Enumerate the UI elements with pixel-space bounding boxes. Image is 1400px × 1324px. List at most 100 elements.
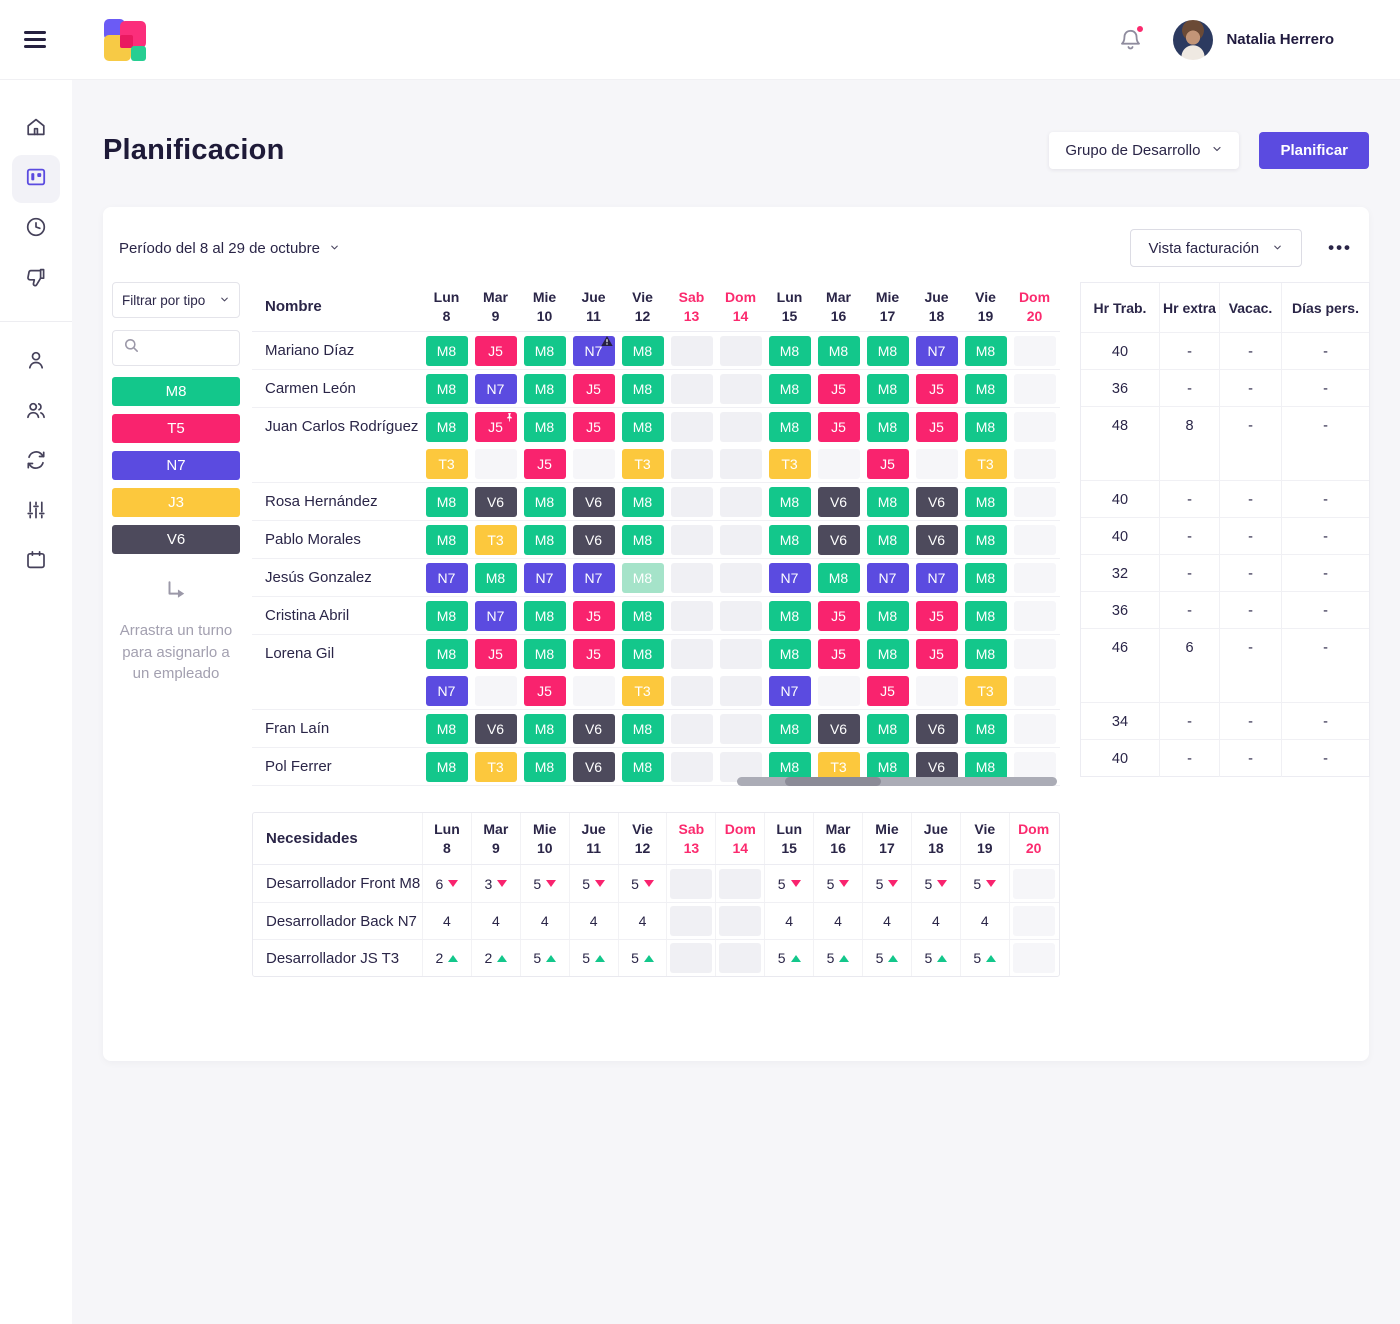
- shift-chip-V6[interactable]: V6: [474, 713, 517, 744]
- shift-chip-J5[interactable]: J5: [915, 638, 958, 669]
- shift-chip-J5[interactable]: J5: [523, 448, 566, 479]
- shift-chip-N7[interactable]: N7: [572, 335, 615, 366]
- shift-chip-M8[interactable]: M8: [768, 751, 811, 782]
- shift-chip-M8[interactable]: M8: [621, 335, 664, 366]
- shift-chip-M8[interactable]: M8: [817, 335, 860, 366]
- shift-chip-J5[interactable]: J5: [474, 638, 517, 669]
- shift-chip-J5[interactable]: J5: [817, 638, 860, 669]
- sidebar-item-settings[interactable]: [12, 488, 60, 536]
- sidebar-item-employee[interactable]: [12, 338, 60, 386]
- sidebar-item-absences[interactable]: [12, 255, 60, 303]
- shift-chip-M8[interactable]: M8: [621, 411, 664, 442]
- sidebar-item-time[interactable]: [12, 205, 60, 253]
- shift-chip-M8[interactable]: M8: [768, 373, 811, 404]
- shift-chip-V6[interactable]: V6: [817, 713, 860, 744]
- more-menu-icon[interactable]: •••: [1328, 238, 1352, 257]
- shift-chip-T3[interactable]: T3: [964, 675, 1007, 706]
- shift-chip-T3[interactable]: T3: [474, 524, 517, 555]
- shift-chip-M8[interactable]: M8: [866, 411, 909, 442]
- shift-chip-N7[interactable]: N7: [768, 562, 811, 593]
- shift-chip-M8[interactable]: M8: [621, 562, 664, 593]
- shift-chip-V6[interactable]: V6: [817, 524, 860, 555]
- shift-chip-J5[interactable]: J5: [572, 373, 615, 404]
- shift-chip-J5[interactable]: J5: [572, 638, 615, 669]
- shift-chip-V6[interactable]: V6: [915, 751, 958, 782]
- shift-chip-M8[interactable]: M8: [964, 524, 1007, 555]
- shift-chip-J5[interactable]: J5: [572, 600, 615, 631]
- filter-type-selector[interactable]: Filtrar por tipo: [112, 282, 240, 318]
- horizontal-scrollbar[interactable]: [737, 777, 1057, 786]
- shift-chip-M8[interactable]: M8: [621, 486, 664, 517]
- shift-chip-M8[interactable]: M8: [866, 751, 909, 782]
- sidebar-item-planning[interactable]: [12, 155, 60, 203]
- shift-chip-M8[interactable]: M8: [768, 524, 811, 555]
- shift-chip-M8[interactable]: M8: [425, 600, 468, 631]
- shift-chip-M8[interactable]: M8: [474, 562, 517, 593]
- shift-chip-M8[interactable]: M8: [425, 335, 468, 366]
- shift-chip-M8[interactable]: M8: [768, 411, 811, 442]
- shift-chip-M8[interactable]: M8: [866, 713, 909, 744]
- avatar[interactable]: [1173, 19, 1214, 60]
- shift-chip-N7[interactable]: N7: [523, 562, 566, 593]
- shift-chip-M8[interactable]: M8: [523, 638, 566, 669]
- shift-chip-M8[interactable]: M8: [964, 411, 1007, 442]
- shift-chip-M8[interactable]: M8: [425, 713, 468, 744]
- sidebar-item-teams[interactable]: [12, 388, 60, 436]
- shift-chip-M8[interactable]: M8: [621, 751, 664, 782]
- hamburger-menu-icon[interactable]: [24, 26, 50, 52]
- shift-chip-M8[interactable]: M8: [866, 373, 909, 404]
- shift-chip-V6[interactable]: V6: [915, 713, 958, 744]
- shift-chip-M8[interactable]: M8: [523, 335, 566, 366]
- shift-chip-V6[interactable]: V6: [817, 486, 860, 517]
- shift-chip-J5[interactable]: J5: [474, 335, 517, 366]
- planificar-button[interactable]: Planificar: [1259, 132, 1369, 169]
- shift-chip-M8[interactable]: M8: [866, 486, 909, 517]
- sidebar-item-sync[interactable]: [12, 438, 60, 486]
- filter-shift-chip-N7[interactable]: N7: [112, 451, 240, 480]
- shift-chip-M8[interactable]: M8: [523, 751, 566, 782]
- scrollbar-thumb[interactable]: [785, 777, 881, 786]
- notification-bell-icon[interactable]: [1117, 23, 1146, 54]
- shift-chip-T3[interactable]: T3: [964, 448, 1007, 479]
- shift-chip-M8[interactable]: M8: [523, 373, 566, 404]
- shift-chip-M8[interactable]: M8: [768, 638, 811, 669]
- shift-chip-M8[interactable]: M8: [866, 524, 909, 555]
- filter-shift-chip-T5[interactable]: T5: [112, 414, 240, 443]
- shift-chip-M8[interactable]: M8: [964, 638, 1007, 669]
- shift-chip-M8[interactable]: M8: [964, 335, 1007, 366]
- shift-chip-M8[interactable]: M8: [621, 638, 664, 669]
- shift-chip-M8[interactable]: M8: [866, 335, 909, 366]
- shift-chip-M8[interactable]: M8: [621, 600, 664, 631]
- shift-chip-N7[interactable]: N7: [474, 600, 517, 631]
- filter-shift-chip-V6[interactable]: V6: [112, 525, 240, 554]
- shift-chip-J5[interactable]: J5: [866, 675, 909, 706]
- shift-chip-M8[interactable]: M8: [425, 373, 468, 404]
- shift-chip-N7[interactable]: N7: [866, 562, 909, 593]
- shift-search-input[interactable]: [141, 339, 227, 357]
- shift-chip-M8[interactable]: M8: [621, 524, 664, 555]
- filter-shift-chip-J3[interactable]: J3: [112, 488, 240, 517]
- shift-chip-M8[interactable]: M8: [964, 373, 1007, 404]
- shift-chip-J5[interactable]: J5: [817, 600, 860, 631]
- shift-chip-M8[interactable]: M8: [523, 600, 566, 631]
- shift-chip-M8[interactable]: M8: [523, 524, 566, 555]
- shift-chip-V6[interactable]: V6: [572, 524, 615, 555]
- shift-chip-M8[interactable]: M8: [523, 713, 566, 744]
- shift-chip-N7[interactable]: N7: [768, 675, 811, 706]
- filter-shift-chip-M8[interactable]: M8: [112, 377, 240, 406]
- shift-chip-M8[interactable]: M8: [523, 411, 566, 442]
- shift-chip-M8[interactable]: M8: [621, 713, 664, 744]
- shift-chip-V6[interactable]: V6: [572, 713, 615, 744]
- shift-chip-V6[interactable]: V6: [474, 486, 517, 517]
- shift-chip-M8[interactable]: M8: [866, 600, 909, 631]
- shift-chip-M8[interactable]: M8: [964, 486, 1007, 517]
- shift-chip-M8[interactable]: M8: [866, 638, 909, 669]
- shift-chip-M8[interactable]: M8: [964, 751, 1007, 782]
- shift-chip-J5[interactable]: J5: [915, 600, 958, 631]
- shift-chip-M8[interactable]: M8: [425, 411, 468, 442]
- shift-chip-J5[interactable]: J5: [817, 411, 860, 442]
- shift-chip-M8[interactable]: M8: [768, 600, 811, 631]
- shift-chip-V6[interactable]: V6: [572, 751, 615, 782]
- shift-chip-J5[interactable]: J5: [915, 411, 958, 442]
- shift-chip-M8[interactable]: M8: [768, 486, 811, 517]
